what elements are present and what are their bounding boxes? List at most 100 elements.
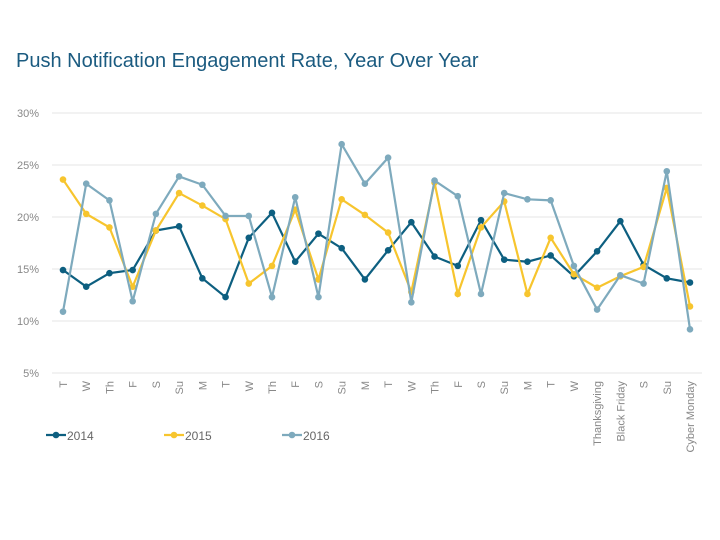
x-tick-label: T bbox=[221, 381, 233, 388]
x-tick-label: Th bbox=[430, 381, 442, 394]
data-point-2015 bbox=[175, 189, 183, 197]
data-point-2016 bbox=[361, 180, 369, 188]
legend-label-2015: 2015 bbox=[185, 429, 212, 443]
x-tick-label: Th bbox=[267, 381, 279, 394]
x-tick-label: Su bbox=[174, 381, 186, 394]
data-point-2015 bbox=[245, 280, 253, 287]
data-point-2016 bbox=[152, 210, 160, 218]
data-point-2016 bbox=[338, 140, 345, 148]
data-point-2016 bbox=[524, 196, 531, 203]
x-tick-label: M bbox=[360, 381, 372, 390]
data-point-2015 bbox=[361, 211, 369, 219]
data-point-2015 bbox=[82, 210, 90, 218]
data-point-2014 bbox=[199, 275, 206, 282]
legend-marker-2014 bbox=[52, 431, 60, 439]
data-point-2016 bbox=[408, 298, 415, 306]
data-point-2015 bbox=[640, 263, 647, 271]
x-tick-label: F bbox=[453, 381, 465, 388]
data-point-2015 bbox=[338, 196, 345, 203]
legend-label-2014: 2014 bbox=[67, 429, 94, 443]
data-point-2014 bbox=[245, 234, 253, 242]
x-tick-label: W bbox=[406, 380, 418, 391]
data-point-2016 bbox=[199, 181, 206, 189]
data-point-2015 bbox=[547, 234, 554, 242]
x-tick-label: T bbox=[546, 381, 558, 388]
series-line-2015 bbox=[62, 178, 692, 307]
x-tick-label: T bbox=[58, 381, 70, 388]
data-point-2014 bbox=[500, 256, 508, 263]
data-point-2016 bbox=[129, 297, 136, 305]
legend-label-2016: 2016 bbox=[303, 429, 330, 443]
x-tick-label: Black Friday bbox=[615, 381, 627, 442]
data-point-2015 bbox=[129, 283, 136, 290]
x-tick-label: F bbox=[128, 381, 140, 388]
x-tick-label: M bbox=[197, 381, 209, 390]
data-point-2016 bbox=[686, 326, 694, 333]
data-point-2015 bbox=[454, 290, 462, 298]
data-point-2015 bbox=[477, 224, 485, 231]
data-point-2014 bbox=[408, 218, 415, 226]
data-point-2014 bbox=[547, 252, 554, 259]
data-point-2016 bbox=[454, 192, 462, 200]
data-point-2014 bbox=[175, 223, 183, 230]
data-point-2014 bbox=[361, 276, 369, 283]
data-point-2016 bbox=[268, 293, 276, 301]
y-tick-label: 5% bbox=[23, 368, 39, 380]
x-tick-label: Su bbox=[337, 381, 349, 394]
data-point-2015 bbox=[384, 229, 392, 236]
y-tick-label: 10% bbox=[17, 316, 39, 328]
data-point-2016 bbox=[175, 173, 183, 180]
data-point-2015 bbox=[268, 262, 276, 270]
data-point-2014 bbox=[686, 279, 694, 286]
data-point-2016 bbox=[640, 280, 647, 287]
data-point-2016 bbox=[384, 154, 392, 162]
x-tick-label: Cyber Monday bbox=[685, 381, 697, 453]
data-point-2015 bbox=[593, 284, 601, 292]
data-point-2016 bbox=[222, 212, 229, 220]
data-point-2014 bbox=[663, 275, 671, 282]
data-point-2014 bbox=[524, 258, 531, 266]
data-point-2014 bbox=[617, 217, 624, 225]
data-point-2014 bbox=[384, 246, 392, 254]
x-tick-label: W bbox=[569, 380, 581, 391]
data-point-2015 bbox=[570, 270, 578, 278]
x-tick-label: M bbox=[522, 381, 534, 390]
y-tick-label: 30% bbox=[17, 108, 39, 120]
data-point-2014 bbox=[291, 258, 299, 266]
series-line-2016 bbox=[61, 140, 692, 330]
data-point-2015 bbox=[199, 202, 206, 209]
x-tick-label: F bbox=[290, 381, 302, 388]
x-tick-label: S bbox=[313, 381, 325, 388]
data-point-2015 bbox=[686, 303, 694, 310]
data-point-2016 bbox=[617, 271, 624, 279]
data-point-2015 bbox=[59, 176, 67, 183]
x-tick-label: Thanksgiving bbox=[592, 381, 604, 446]
x-tick-label: S bbox=[639, 381, 651, 388]
x-tick-label: W bbox=[244, 380, 256, 391]
legend-marker-2015 bbox=[170, 431, 178, 439]
data-point-2014 bbox=[338, 244, 345, 252]
x-tick-label: S bbox=[476, 381, 488, 388]
data-point-2014 bbox=[129, 266, 136, 274]
data-point-2015 bbox=[152, 227, 160, 234]
data-point-2014 bbox=[454, 262, 462, 270]
data-point-2016 bbox=[245, 212, 253, 220]
data-point-2014 bbox=[106, 269, 113, 277]
data-point-2016 bbox=[547, 197, 554, 204]
data-point-2016 bbox=[593, 306, 601, 313]
data-point-2016 bbox=[477, 290, 485, 298]
data-point-2015 bbox=[524, 290, 531, 298]
data-point-2015 bbox=[106, 224, 113, 231]
y-tick-label: 20% bbox=[17, 212, 39, 224]
data-point-2014 bbox=[59, 266, 67, 274]
data-point-2014 bbox=[222, 293, 229, 301]
data-point-2016 bbox=[570, 262, 578, 270]
legend-marker-2016 bbox=[288, 431, 296, 439]
data-point-2016 bbox=[59, 308, 67, 315]
data-point-2016 bbox=[106, 197, 113, 204]
y-tick-label: 15% bbox=[17, 264, 39, 276]
data-point-2016 bbox=[500, 189, 508, 197]
data-point-2016 bbox=[291, 193, 299, 201]
